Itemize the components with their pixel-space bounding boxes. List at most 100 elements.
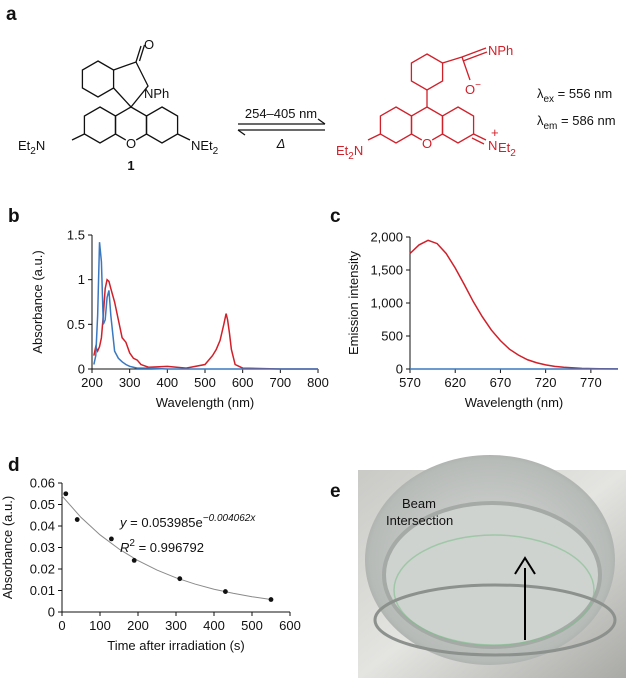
atom-label: O <box>422 136 432 151</box>
ring <box>379 106 413 144</box>
ring <box>410 53 444 91</box>
panel-label: e <box>330 481 341 502</box>
panel-label: c <box>330 206 341 227</box>
condition: Δ <box>276 136 286 151</box>
y-tick-label: 2,000 <box>370 230 403 245</box>
t: O <box>465 82 475 97</box>
t: = 556 nm <box>554 86 612 101</box>
atom-label: O <box>144 37 154 52</box>
compound-number: 1 <box>127 158 134 173</box>
condition: 254–405 nm <box>245 106 317 121</box>
atom-label: NPh <box>488 43 513 58</box>
x-tick-label: 770 <box>580 375 602 390</box>
x-tick-label: 570 <box>399 375 421 390</box>
t: y <box>119 515 128 530</box>
panel-label: a <box>6 4 17 25</box>
x-tick-label: 670 <box>490 375 512 390</box>
point <box>177 576 183 582</box>
y-tick-label: 0 <box>78 362 85 377</box>
x-tick-label: 600 <box>279 618 301 633</box>
y-tick-label: 0.5 <box>67 317 85 332</box>
atom-label: O− <box>465 80 481 97</box>
panel-label: d <box>8 455 20 476</box>
t: Et <box>336 143 349 158</box>
t: 2 <box>213 146 219 157</box>
atom-label: NEt2 <box>191 138 219 157</box>
x-tick-label: 800 <box>307 375 329 390</box>
ring <box>83 106 117 144</box>
y-tick-label: 0 <box>396 362 403 377</box>
wavelength: λem = 586 nm <box>537 113 616 132</box>
t: λ <box>537 113 544 128</box>
x-tick-label: 300 <box>119 375 141 390</box>
structure-open <box>367 47 488 145</box>
x-axis-title: Wavelength (nm) <box>156 395 255 410</box>
t: = 0.996792 <box>135 540 204 555</box>
charge: + <box>491 125 499 140</box>
y-tick-label: 0.03 <box>30 540 55 555</box>
atom-label: Et2N <box>336 143 363 162</box>
atom-label: O <box>126 136 136 151</box>
t: = 586 nm <box>557 113 615 128</box>
point <box>109 536 114 542</box>
y-tick-label: 0.04 <box>30 519 55 534</box>
r-squared: R2 = 0.996792 <box>120 538 204 555</box>
t: = 0.053985e <box>127 515 203 530</box>
y-tick-label: 1,500 <box>370 263 403 278</box>
wavelength: λex = 556 nm <box>537 86 612 105</box>
y-tick-label: 0.02 <box>30 562 55 577</box>
t: − <box>475 80 481 91</box>
point <box>131 558 137 563</box>
caption: Intersection <box>386 513 453 528</box>
t: −0.004062x <box>203 513 257 524</box>
x-tick-label: 600 <box>232 375 254 390</box>
x-tick-label: 620 <box>444 375 466 390</box>
t: NEt <box>191 138 213 153</box>
y-tick-label: 0.01 <box>30 583 55 598</box>
t: 2 <box>510 148 516 159</box>
x-tick-label: 400 <box>203 618 225 633</box>
ring <box>441 106 475 144</box>
t: em <box>544 121 558 132</box>
t: Et <box>498 140 511 155</box>
ring <box>145 106 179 144</box>
x-tick-label: 300 <box>165 618 187 633</box>
y-tick-label: 1,000 <box>370 296 403 311</box>
series-line <box>409 239 619 370</box>
x-axis-title: Wavelength (nm) <box>465 395 564 410</box>
t: 2 <box>30 146 36 157</box>
y-tick-label: 0.06 <box>30 476 55 491</box>
x-tick-label: 720 <box>535 375 557 390</box>
t: N <box>488 138 497 153</box>
point <box>268 597 274 602</box>
panel-label: b <box>8 206 20 227</box>
x-tick-label: 200 <box>81 375 103 390</box>
atom-label: N <box>488 138 497 153</box>
equilibrium-arrow <box>237 118 326 136</box>
y-tick-label: 0 <box>48 605 55 620</box>
x-tick-label: 500 <box>241 618 263 633</box>
y-axis-title: Absorbance (a.u.) <box>30 250 45 353</box>
x-tick-label: 200 <box>127 618 149 633</box>
series-line <box>93 278 318 370</box>
y-axis-title: Absorbance (a.u.) <box>0 496 15 599</box>
point <box>63 491 69 497</box>
equation: y = 0.053985e−0.004062x <box>119 513 256 530</box>
t: λ <box>537 86 544 101</box>
y-tick-label: 1.5 <box>67 228 85 243</box>
y-tick-label: 0.05 <box>30 497 55 512</box>
series-line <box>93 242 318 370</box>
t: 2 <box>348 151 354 162</box>
t: 2 <box>129 538 135 549</box>
x-tick-label: 100 <box>89 618 111 633</box>
point <box>74 517 80 522</box>
x-tick-label: 500 <box>194 375 216 390</box>
x-tick-label: 400 <box>156 375 178 390</box>
y-axis-title: Emission intensity <box>346 250 361 355</box>
structure-1 <box>71 44 191 141</box>
atom-label: Et2N <box>18 138 45 157</box>
t: R <box>120 540 129 555</box>
t: N <box>36 138 45 153</box>
caption: Beam <box>402 496 436 511</box>
